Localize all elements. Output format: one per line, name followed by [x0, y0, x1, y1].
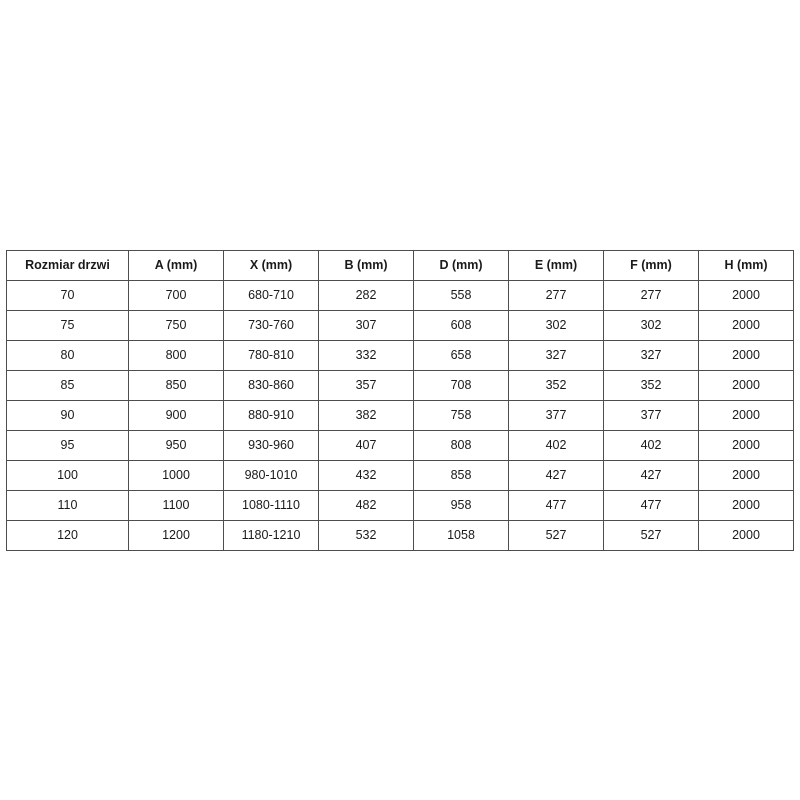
cell-r4-b-mm: 382: [318, 400, 414, 431]
column-header-f-mm: F (mm): [603, 250, 699, 281]
cell-r5-e-mm: 402: [508, 430, 604, 461]
cell-r3-e-mm: 352: [508, 370, 604, 401]
cell-r5-a-mm: 950: [128, 430, 224, 461]
cell-r6-e-mm: 427: [508, 460, 604, 491]
cell-r4-rozmiar-drzwi: 90: [6, 400, 129, 431]
cell-r8-f-mm: 527: [603, 520, 699, 551]
cell-r3-d-mm: 708: [413, 370, 509, 401]
column-header-a-mm: A (mm): [128, 250, 224, 281]
door-size-dimension-table: Rozmiar drzwi A (mm) X (mm) B (mm) D (mm) E (…: [6, 250, 794, 551]
cell-r7-d-mm: 958: [413, 490, 509, 521]
column-header-e-mm: E (mm): [508, 250, 604, 281]
cell-r3-a-mm: 850: [128, 370, 224, 401]
cell-r8-x-mm: 1180-1210: [223, 520, 319, 551]
cell-r6-b-mm: 432: [318, 460, 414, 491]
cell-r7-h-mm: 2000: [698, 490, 794, 521]
cell-r7-b-mm: 482: [318, 490, 414, 521]
cell-r5-d-mm: 808: [413, 430, 509, 461]
cell-r7-rozmiar-drzwi: 110: [6, 490, 129, 521]
cell-r4-d-mm: 758: [413, 400, 509, 431]
cell-r0-rozmiar-drzwi: 70: [6, 280, 129, 311]
table-row-85: 85 850 830-860 357 708 352 352 2000: [6, 370, 794, 401]
cell-r1-e-mm: 302: [508, 310, 604, 341]
cell-r3-h-mm: 2000: [698, 370, 794, 401]
cell-r3-x-mm: 830-860: [223, 370, 319, 401]
cell-r4-e-mm: 377: [508, 400, 604, 431]
cell-r1-b-mm: 307: [318, 310, 414, 341]
cell-r0-x-mm: 680-710: [223, 280, 319, 311]
cell-r8-rozmiar-drzwi: 120: [6, 520, 129, 551]
column-header-b-mm: B (mm): [318, 250, 414, 281]
header-row: Rozmiar drzwi A (mm) X (mm) B (mm) D (mm) E (…: [6, 250, 794, 281]
cell-r0-f-mm: 277: [603, 280, 699, 311]
cell-r6-d-mm: 858: [413, 460, 509, 491]
cell-r3-b-mm: 357: [318, 370, 414, 401]
column-header-d-mm: D (mm): [413, 250, 509, 281]
cell-r8-e-mm: 527: [508, 520, 604, 551]
cell-r0-a-mm: 700: [128, 280, 224, 311]
cell-r0-h-mm: 2000: [698, 280, 794, 311]
cell-r5-b-mm: 407: [318, 430, 414, 461]
table-row-80: 80 800 780-810 332 658 327 327 2000: [6, 340, 794, 371]
table-row-100: 100 1000 980-1010 432 858 427 427 2000: [6, 460, 794, 491]
cell-r2-d-mm: 658: [413, 340, 509, 371]
cell-r0-d-mm: 558: [413, 280, 509, 311]
cell-r8-h-mm: 2000: [698, 520, 794, 551]
cell-r2-b-mm: 332: [318, 340, 414, 371]
cell-r6-f-mm: 427: [603, 460, 699, 491]
cell-r0-e-mm: 277: [508, 280, 604, 311]
cell-r4-f-mm: 377: [603, 400, 699, 431]
table-row-110: 110 1100 1080-1110 482 958 477 477 2000: [6, 490, 794, 521]
cell-r1-x-mm: 730-760: [223, 310, 319, 341]
cell-r5-rozmiar-drzwi: 95: [6, 430, 129, 461]
table-row-120: 120 1200 1180-1210 532 1058 527 527 2000: [6, 520, 794, 551]
table-row-90: 90 900 880-910 382 758 377 377 2000: [6, 400, 794, 431]
cell-r7-e-mm: 477: [508, 490, 604, 521]
table-row-95: 95 950 930-960 407 808 402 402 2000: [6, 430, 794, 461]
cell-r0-b-mm: 282: [318, 280, 414, 311]
table-row-70: 70 700 680-710 282 558 277 277 2000: [6, 280, 794, 311]
cell-r2-a-mm: 800: [128, 340, 224, 371]
cell-r5-h-mm: 2000: [698, 430, 794, 461]
cell-r4-x-mm: 880-910: [223, 400, 319, 431]
cell-r7-x-mm: 1080-1110: [223, 490, 319, 521]
cell-r1-rozmiar-drzwi: 75: [6, 310, 129, 341]
cell-r8-a-mm: 1200: [128, 520, 224, 551]
cell-r6-rozmiar-drzwi: 100: [6, 460, 129, 491]
cell-r8-b-mm: 532: [318, 520, 414, 551]
cell-r6-x-mm: 980-1010: [223, 460, 319, 491]
table-body: 70 700 680-710 282 558 277 277 2000 75 750 730-760…: [6, 280, 794, 551]
cell-r2-e-mm: 327: [508, 340, 604, 371]
cell-r2-h-mm: 2000: [698, 340, 794, 371]
cell-r2-x-mm: 780-810: [223, 340, 319, 371]
cell-r1-f-mm: 302: [603, 310, 699, 341]
column-header-x-mm: X (mm): [223, 250, 319, 281]
cell-r2-rozmiar-drzwi: 80: [6, 340, 129, 371]
table-row-75: 75 750 730-760 307 608 302 302 2000: [6, 310, 794, 341]
cell-r2-f-mm: 327: [603, 340, 699, 371]
cell-r7-f-mm: 477: [603, 490, 699, 521]
cell-r1-h-mm: 2000: [698, 310, 794, 341]
cell-r6-h-mm: 2000: [698, 460, 794, 491]
cell-r3-f-mm: 352: [603, 370, 699, 401]
cell-r1-a-mm: 750: [128, 310, 224, 341]
table-header: Rozmiar drzwi A (mm) X (mm) B (mm) D (mm) E (…: [6, 250, 794, 281]
cell-r8-d-mm: 1058: [413, 520, 509, 551]
cell-r4-h-mm: 2000: [698, 400, 794, 431]
cell-r5-f-mm: 402: [603, 430, 699, 461]
cell-r4-a-mm: 900: [128, 400, 224, 431]
column-header-h-mm: H (mm): [698, 250, 794, 281]
cell-r5-x-mm: 930-960: [223, 430, 319, 461]
cell-r7-a-mm: 1100: [128, 490, 224, 521]
cell-r1-d-mm: 608: [413, 310, 509, 341]
cell-r3-rozmiar-drzwi: 85: [6, 370, 129, 401]
column-header-rozmiar-drzwi: Rozmiar drzwi: [6, 250, 129, 281]
cell-r6-a-mm: 1000: [128, 460, 224, 491]
